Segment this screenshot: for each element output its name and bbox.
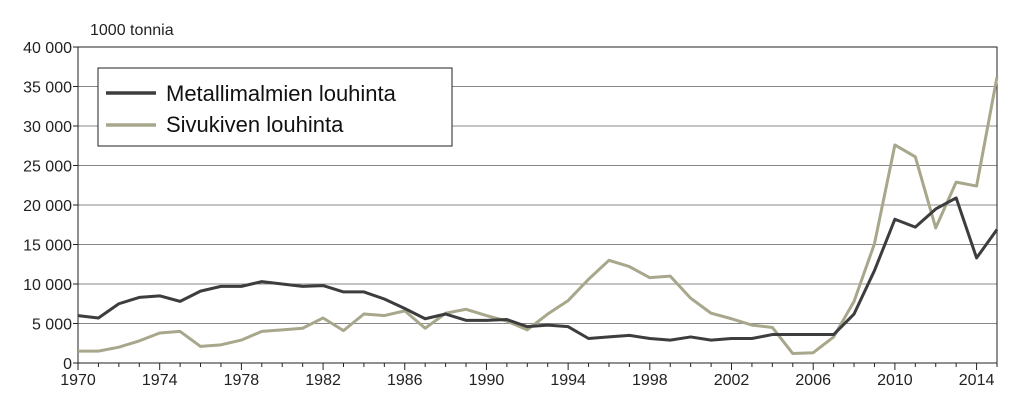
legend-label-sivukiven: Sivukiven louhinta [166, 112, 344, 137]
y-tick-label-40000: 40 000 [23, 40, 72, 57]
y-axis: 0 5 000 10 000 15 000 20 000 25 000 30 000 35 0… [23, 40, 78, 373]
series-line-metallimalmien [77, 196, 999, 342]
legend: Metallimalmien louhinta Sivukiven louhin… [97, 67, 453, 147]
legend-box [97, 67, 453, 147]
y-tick-label-35000: 35 000 [23, 80, 72, 97]
y-tick-label-20000: 20 000 [23, 198, 72, 215]
x-tick-label-2010: 2010 [877, 372, 913, 389]
y-tick-label-25000: 25 000 [23, 159, 72, 176]
x-tick-label-1974: 1974 [142, 372, 178, 389]
x-tick-label-1978: 1978 [224, 372, 260, 389]
x-tick-label-2002: 2002 [714, 372, 750, 389]
y-tick-label-15000: 15 000 [23, 238, 72, 255]
y-tick-label-10000: 10 000 [23, 277, 72, 294]
x-tick-label-1982: 1982 [305, 372, 341, 389]
x-tick-label-1990: 1990 [469, 372, 505, 389]
x-tick-label-2006: 2006 [795, 372, 831, 389]
y-tick-label-5000: 5 000 [32, 317, 72, 334]
y-axis-unit-label: 1000 tonnia [90, 22, 174, 39]
x-tick-label-2014: 2014 [959, 372, 995, 389]
x-tick-label-1970: 1970 [60, 372, 96, 389]
series-line-sivukiven [78, 76, 999, 356]
series-lines [77, 76, 999, 356]
x-axis: 1970 1974 1978 1982 1986 1990 1994 1998 2002 2006… [60, 363, 998, 389]
x-tick-label-1986: 1986 [387, 372, 423, 389]
legend-label-metallimalmien: Metallimalmien louhinta [166, 81, 397, 106]
x-tick-label-1994: 1994 [550, 372, 586, 389]
x-tick-label-1998: 1998 [632, 372, 668, 389]
y-tick-label-30000: 30 000 [23, 119, 72, 136]
y-tick-label-0: 0 [63, 356, 72, 373]
